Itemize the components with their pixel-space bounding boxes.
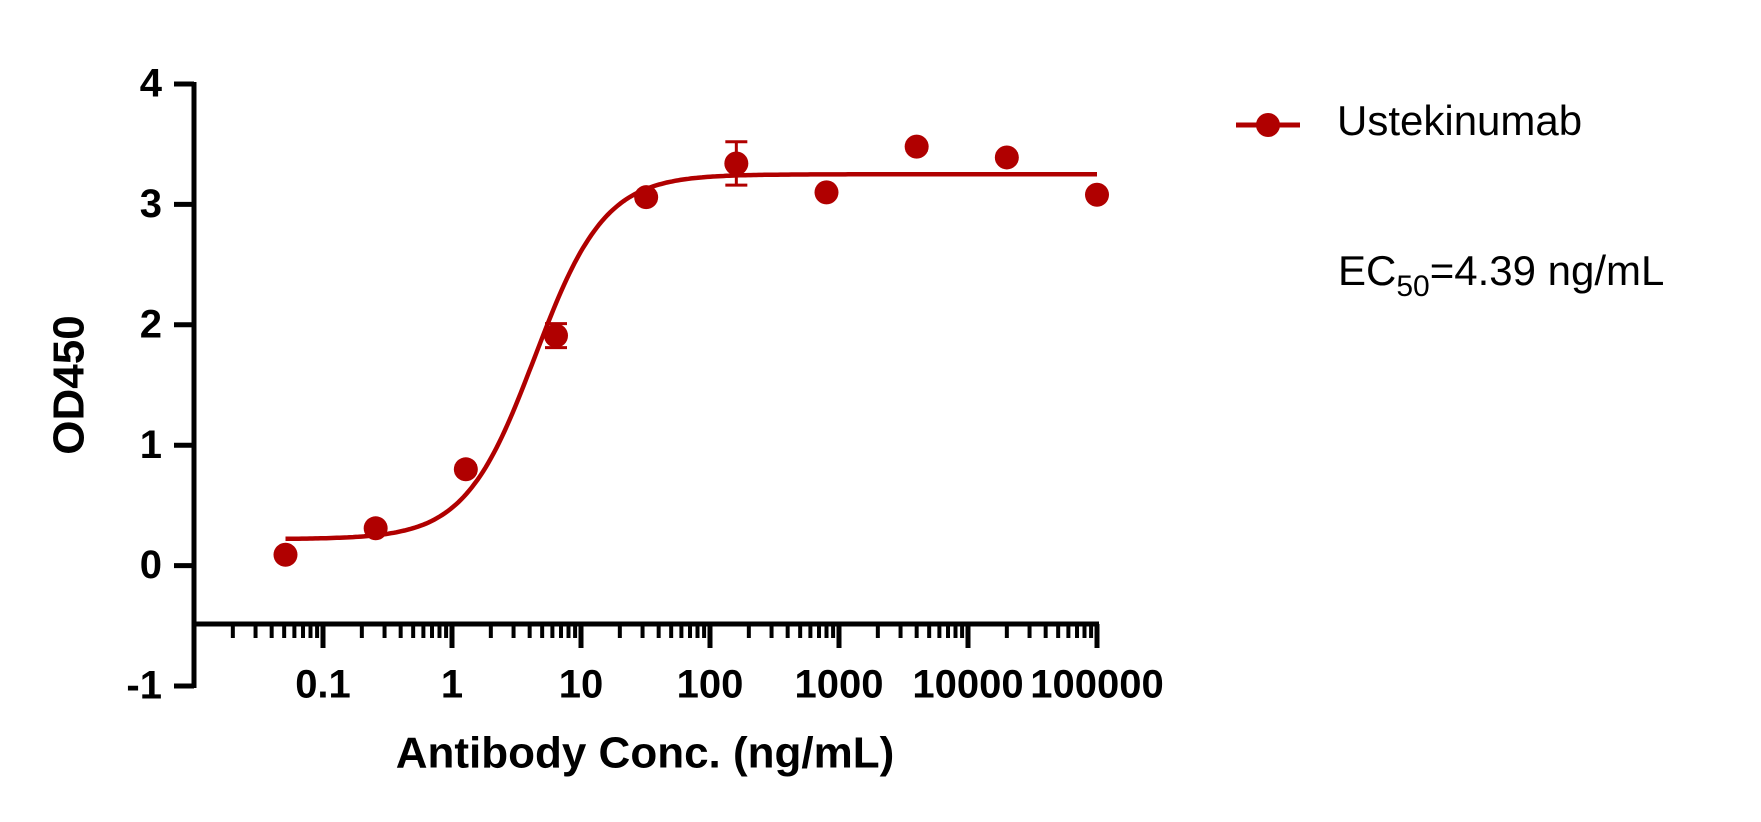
data-point (724, 151, 749, 176)
y-tick-label: 2 (140, 302, 162, 346)
y-tick-label: 4 (140, 62, 163, 106)
data-point (1085, 182, 1109, 207)
data-point (904, 134, 929, 159)
x-tick-label: 10 (559, 663, 604, 707)
y-tick-label: -1 (126, 664, 162, 708)
y-tick-label: 0 (140, 543, 162, 587)
x-tick-label: 1000 (795, 663, 884, 707)
x-tick-label: 100 (677, 663, 744, 707)
data-point (273, 542, 298, 567)
y-axis-title: OD450 (45, 315, 94, 454)
annotation: EC50=4.39 ng/mL (1338, 247, 1664, 303)
y-tick-label: 3 (140, 182, 162, 226)
legend-label: Ustekinumab (1337, 97, 1582, 144)
data-point (453, 457, 478, 482)
data-point (814, 180, 839, 205)
x-tick-label: 0.1 (295, 663, 351, 707)
x-tick-label: 1 (441, 663, 463, 707)
annotation-prefix: EC (1338, 247, 1396, 294)
data-point (994, 145, 1019, 170)
data-point (634, 185, 659, 210)
x-axis-title: Antibody Conc. (ng/mL) (396, 729, 895, 778)
fit-curve (285, 172, 1097, 542)
data-point (543, 323, 568, 348)
y-tick-label: 1 (140, 423, 162, 467)
legend-marker (1256, 113, 1280, 137)
annotation-text: =4.39 ng/mL (1430, 247, 1665, 294)
x-tick-label: 100000 (1030, 663, 1163, 707)
x-tick-label: 10000 (912, 663, 1023, 707)
annotation-subscript: 50 (1396, 270, 1429, 303)
data-point (363, 516, 388, 541)
